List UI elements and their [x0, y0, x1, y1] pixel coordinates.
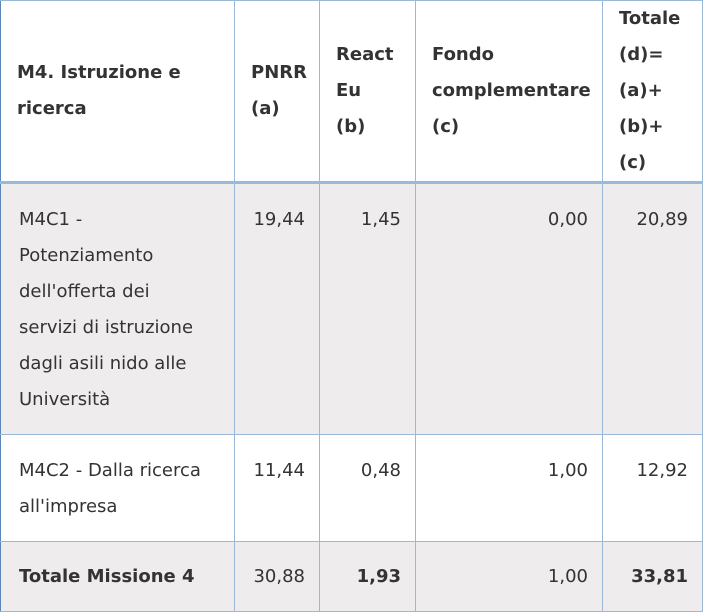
cell-pnrr: 11,44 — [234, 434, 320, 542]
row-label-line: Università — [19, 389, 111, 410]
row-label-line: dell'offerta dei — [19, 281, 150, 302]
header-totale-line-1: Totale — [619, 8, 681, 29]
cell-pnrr: 19,44 — [234, 182, 320, 435]
header-mission-line-1: M4. Istruzione e — [17, 62, 181, 83]
header-fondo-line-3: (c) — [432, 116, 460, 137]
header-pnrr-line-2: (a) — [251, 98, 280, 119]
header-react-eu-line-2: Eu — [336, 80, 362, 101]
row-label-line: M4C1 - — [19, 209, 83, 230]
header-fondo: Fondo complementare (c) — [415, 0, 603, 184]
header-fondo-line-2: complementare — [432, 80, 591, 101]
table-row: M4C2 - Dalla ricerca all'impresa 11,44 0… — [0, 434, 703, 542]
table-header: M4. Istruzione e ricerca PNRR (a) React … — [0, 0, 703, 184]
header-totale: Totale (d)= (a)+ (b)+(c) — [602, 0, 703, 184]
cell-react-eu: 1,45 — [319, 182, 416, 435]
cell-react-eu-total: 1,93 — [319, 541, 416, 612]
header-pnrr: PNRR (a) — [234, 0, 320, 184]
cell-fondo: 1,00 — [415, 434, 603, 542]
table-row-total: Totale Missione 4 30,88 1,93 1,00 33,81 — [0, 541, 703, 612]
cell-pnrr-total: 30,88 — [234, 541, 320, 612]
row-label-line: M4C2 - Dalla ricerca — [19, 460, 201, 481]
cell-totale: 12,92 — [602, 434, 703, 542]
header-react-eu-line-1: React — [336, 44, 394, 65]
row-label: M4C1 - Potenziamento dell'offerta dei se… — [0, 182, 235, 435]
row-label-line: servizi di istruzione — [19, 317, 194, 338]
cell-fondo-total: 1,00 — [415, 541, 603, 612]
row-label: M4C2 - Dalla ricerca all'impresa — [0, 434, 235, 542]
header-totale-line-3: (a)+ — [619, 80, 663, 101]
cell-react-eu: 0,48 — [319, 434, 416, 542]
header-mission: M4. Istruzione e ricerca — [0, 0, 235, 184]
row-label-total: Totale Missione 4 — [0, 541, 235, 612]
header-totale-line-2: (d)= — [619, 44, 664, 65]
cell-totale-total: 33,81 — [602, 541, 703, 612]
header-react-eu-line-3: (b) — [336, 116, 366, 137]
header-totale-line-4: (b)+(c) — [619, 116, 664, 173]
cell-totale: 20,89 — [602, 182, 703, 435]
header-react-eu: React Eu (b) — [319, 0, 416, 184]
header-fondo-line-1: Fondo — [432, 44, 494, 65]
header-row: M4. Istruzione e ricerca PNRR (a) React … — [0, 0, 703, 184]
header-pnrr-line-1: PNRR — [251, 62, 307, 83]
row-label-line: dagli asili nido alle — [19, 353, 187, 374]
table-body: M4C1 - Potenziamento dell'offerta dei se… — [0, 182, 703, 612]
row-label-line: all'impresa — [19, 496, 118, 517]
table-row: M4C1 - Potenziamento dell'offerta dei se… — [0, 182, 703, 435]
row-label-line: Potenziamento — [19, 245, 154, 266]
header-mission-line-2: ricerca — [17, 98, 87, 119]
cell-fondo: 0,00 — [415, 182, 603, 435]
